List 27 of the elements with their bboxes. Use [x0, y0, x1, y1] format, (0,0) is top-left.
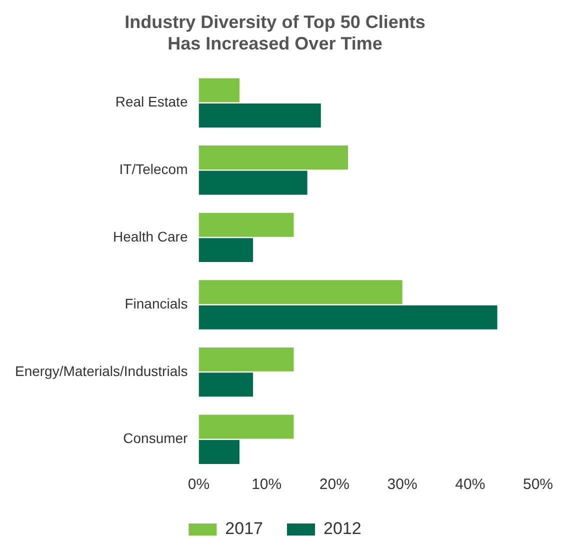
x-tick-label: 20%: [319, 476, 350, 494]
y-tick-label: Financials: [124, 296, 188, 312]
bar: [198, 78, 240, 102]
bar: [198, 238, 254, 262]
legend-label: 2012: [324, 519, 362, 538]
bar: [198, 347, 294, 372]
x-tick-label: 0%: [188, 476, 210, 494]
x-tick-label: 40%: [455, 476, 486, 494]
y-tick-label: Health Care: [113, 228, 188, 244]
bar: [198, 170, 308, 195]
x-tick-label: 10%: [252, 476, 282, 494]
bar: [198, 280, 402, 304]
bar: [198, 305, 498, 330]
x-tick-label: 50%: [522, 476, 554, 494]
bar: [198, 103, 321, 128]
y-tick-label: Energy/Materials/Industrials: [14, 362, 188, 379]
bar: [198, 372, 254, 397]
chart-title: Industry Diversity of Top 50 Clients Has Increased Over Time: [124, 12, 426, 54]
y-tick-label: Consumer: [123, 430, 188, 446]
bar: [198, 414, 294, 439]
y-tick-label: Real Estate: [115, 94, 188, 110]
y-tick-label: IT/Telecom: [119, 161, 188, 178]
bar: [198, 146, 348, 170]
x-tick-label: 30%: [387, 476, 418, 494]
bar: [198, 440, 240, 464]
legend-label: 2017: [225, 519, 264, 538]
bar: [198, 212, 294, 237]
